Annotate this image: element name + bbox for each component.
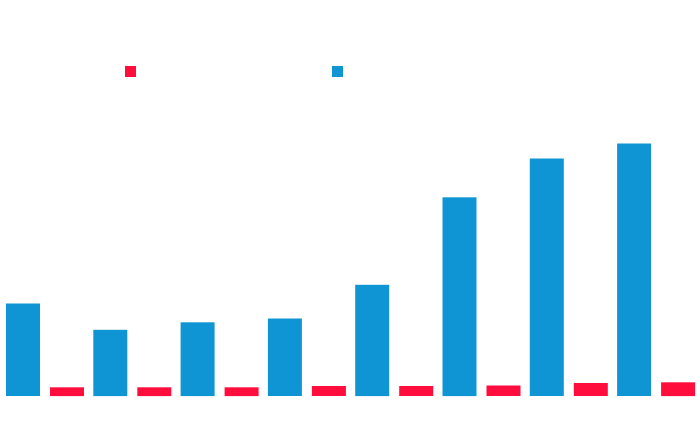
bar-series-1-5 [355,284,390,397]
bar-series-2-6 [486,385,521,396]
bar-series-2-4 [311,386,346,396]
bar-series-1-7 [529,158,564,396]
bar-series-2-7 [573,383,608,396]
bar-series-2-1 [50,387,84,397]
bar-series-1-6 [442,197,477,397]
legend-swatch-series-2 [125,66,136,77]
legend-swatch-series-1 [332,66,343,77]
bar-series-1-1 [6,303,40,396]
bar-series-2-8 [661,382,696,397]
bar-series-1-2 [93,329,128,397]
bar-series-1-3 [180,322,215,397]
bar-series-1-4 [267,318,302,396]
bar-series-2-3 [224,387,259,397]
bar-series-2-5 [399,386,434,396]
bar-series-1-8 [617,143,652,396]
bar-series-2-2 [137,387,172,397]
